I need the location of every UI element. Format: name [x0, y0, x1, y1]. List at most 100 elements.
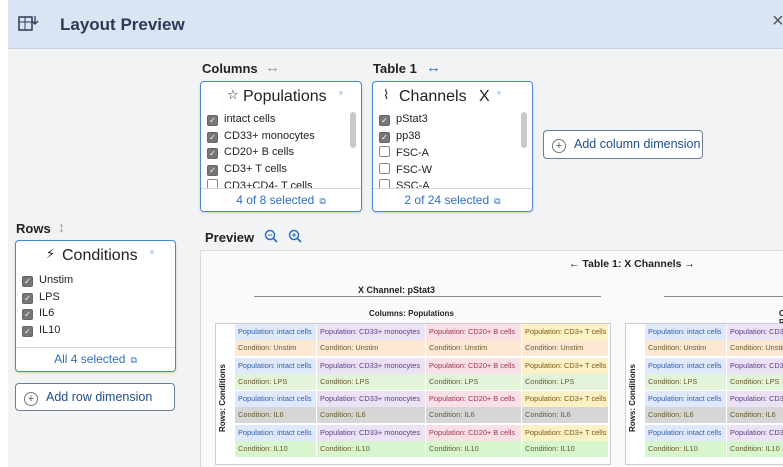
open-icon: ⧉: [319, 196, 326, 206]
add-column-button[interactable]: + Add column dimension: [543, 130, 703, 159]
channels-card[interactable]: ⌇ Channels X ▼ ✓ pStat3 ✓ pp38 FSC-A FSC-W SSC-A 2 …: [372, 81, 533, 212]
dimension-name: Conditions: [62, 247, 138, 264]
cell-population: Population: intact cells: [235, 424, 316, 441]
cell-condition: Condition: IL6: [727, 407, 783, 423]
list-item[interactable]: ✓ LPS: [22, 291, 60, 304]
populations-card[interactable]: ☆ Populations ▼ ✓ intact cells ✓ CD33+ monocyt…: [200, 81, 362, 212]
preview-label: Preview: [205, 230, 255, 245]
cell-population: Population: CD33+ monocytes: [727, 424, 783, 441]
table-arrow: ↔: [426, 59, 441, 76]
item-label: pStat3: [396, 113, 428, 125]
list-item[interactable]: ✓ CD33+ monocytes: [207, 130, 315, 143]
preview-cell: Population: CD20+ B cells Condition: IL6: [426, 391, 522, 424]
dropdown-caret: ▼: [495, 89, 503, 98]
card-icon: ⚡: [46, 246, 56, 261]
table-label: Table 1: [373, 61, 417, 76]
list-item[interactable]: ✓ IL10: [22, 324, 60, 337]
add-row-button[interactable]: + Add row dimension: [15, 383, 175, 411]
cell-population: Population: CD33+ monocytes: [727, 324, 783, 340]
item-label: CD33+ monocytes: [224, 129, 315, 142]
card-icon: ⌇: [383, 87, 390, 102]
preview-cell: Population: CD3+ T cells Condition: LPS: [522, 357, 609, 391]
axis-name: X: [479, 88, 490, 105]
scrollbar: [521, 112, 527, 148]
list-item[interactable]: ✓ CD20+ B cells: [207, 146, 294, 160]
checkbox[interactable]: ✓: [379, 115, 390, 126]
cell-condition: Condition: Unstim: [727, 340, 783, 356]
cell-condition: Condition: IL6: [426, 407, 521, 423]
dimension-name: Populations: [243, 88, 327, 105]
cell-condition: Condition: IL10: [235, 440, 316, 457]
item-label: FSC-A: [396, 147, 429, 160]
summary: 4 of 8 selected: [236, 193, 315, 207]
card-footer[interactable]: All 4 selected ⧉: [16, 347, 175, 371]
checkbox[interactable]: ✓: [207, 164, 218, 176]
item-label: FSC-W: [396, 163, 433, 176]
open-icon: ⧉: [130, 355, 137, 365]
conditions-card[interactable]: ⚡ Conditions ▼ ✓ Unstim ✓ LPS ✓ IL6 ✓ IL10 All 4 se…: [15, 240, 176, 372]
checkbox[interactable]: ✓: [207, 148, 218, 160]
close-button[interactable]: ×: [772, 10, 783, 32]
card-footer[interactable]: 4 of 8 selected ⧉: [201, 188, 361, 211]
checkbox[interactable]: [379, 162, 390, 174]
cell-population: Population: intact cells: [645, 357, 726, 374]
cell-population: Population: CD33+ monocytes: [317, 357, 425, 374]
list-item[interactable]: FSC-W: [379, 162, 433, 176]
item-label: IL10: [39, 323, 61, 336]
list-item[interactable]: ✓ pStat3: [379, 113, 428, 126]
preview-cell: Population: intact cells Condition: IL6: [235, 391, 317, 424]
preview-cell: Population: CD3+ T cells Condition: IL10: [522, 424, 609, 458]
cell-condition: Condition: LPS: [522, 373, 608, 390]
cell-condition: Condition: Unstim: [522, 340, 608, 356]
checkbox[interactable]: ✓: [22, 309, 33, 320]
cell-condition: Condition: LPS: [727, 373, 783, 390]
dimension-name: Channels: [399, 88, 467, 105]
preview-cell: Population: intact cells Condition: IL6: [645, 391, 727, 424]
cell-condition: Condition: IL10: [727, 440, 783, 457]
cell-condition: Condition: LPS: [235, 373, 316, 390]
card-icon: ☆: [227, 87, 239, 102]
zoom-buttons[interactable]: [264, 229, 310, 245]
list-item[interactable]: ✓ Unstim: [22, 274, 73, 287]
preview-cell: Population: intact cells Condition: LPS: [235, 357, 317, 391]
list-item[interactable]: ✓ IL6: [22, 307, 54, 320]
cell-population: Population: CD20+ B cells: [426, 424, 521, 441]
checkbox[interactable]: ✓: [22, 292, 33, 304]
list-item[interactable]: ✓ intact cells: [207, 113, 275, 126]
cell-condition: Condition: LPS: [317, 373, 425, 390]
cell-population: Population: intact cells: [645, 324, 726, 340]
checkbox[interactable]: ✓: [379, 131, 390, 143]
cell-condition: Condition: IL6: [522, 407, 608, 423]
panel-title: X Channel: pStat3: [358, 285, 436, 295]
panel-rule: [664, 296, 783, 297]
cell-condition: Condition: IL6: [317, 407, 425, 423]
preview-cell: Population: CD20+ B cells Condition: LPS: [426, 357, 522, 391]
cell-condition: Condition: IL10: [426, 440, 521, 457]
item-label: intact cells: [224, 113, 276, 125]
checkbox[interactable]: [379, 146, 390, 158]
list-item[interactable]: ✓ pp38: [379, 130, 420, 143]
rows-label: Rows: Conditions: [218, 364, 227, 432]
cell-population: Population: CD3+ T cells: [522, 391, 608, 407]
cell-population: Population: CD20+ B cells: [426, 324, 521, 340]
checkbox[interactable]: ✓: [207, 131, 218, 143]
list-item[interactable]: ✓ CD3+ T cells: [207, 163, 287, 176]
dropdown-caret: ▼: [148, 248, 156, 257]
checkbox[interactable]: ✓: [22, 276, 33, 287]
columns-label: Columns: Populations: [369, 309, 454, 318]
dialog: Layout Preview × Columns ↔ Table 1 ↔ ☆ Po…: [8, 0, 783, 467]
cell-population: Population: CD3+ T cells: [522, 357, 608, 374]
checkbox[interactable]: ✓: [207, 115, 218, 126]
checkbox[interactable]: ✓: [22, 325, 33, 337]
list-item[interactable]: FSC-A: [379, 146, 429, 159]
card-footer[interactable]: 2 of 24 selected ⧉: [373, 188, 532, 211]
item-label: pp38: [396, 129, 421, 142]
cell-population: Population: CD33+ monocytes: [727, 357, 783, 374]
